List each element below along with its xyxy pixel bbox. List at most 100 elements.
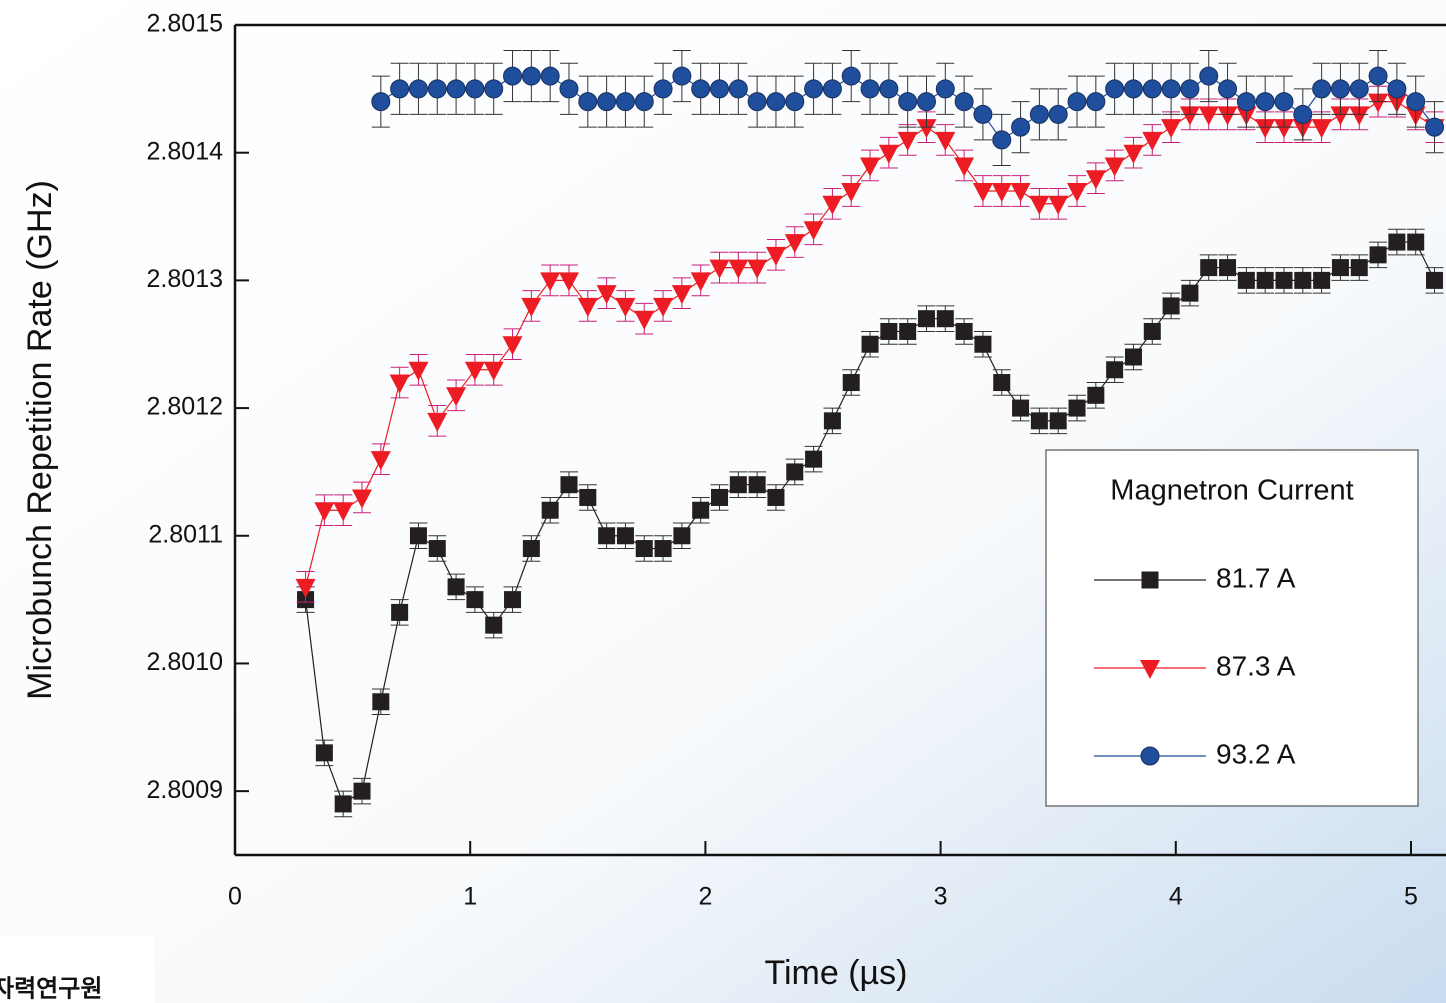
point bbox=[446, 387, 467, 407]
point bbox=[1161, 79, 1181, 99]
point bbox=[1312, 79, 1332, 99]
point bbox=[1142, 79, 1162, 99]
point bbox=[991, 183, 1012, 202]
y-tick-label: 2.8015 bbox=[147, 10, 223, 38]
point bbox=[1199, 66, 1219, 86]
y-tick-label: 2.8013 bbox=[147, 265, 223, 293]
point bbox=[880, 322, 898, 340]
point bbox=[1330, 106, 1351, 126]
series bbox=[296, 228, 1444, 818]
legend: Magnetron Current 81.7 A 87.3 A 93.2 A bbox=[1045, 449, 1419, 807]
point bbox=[560, 476, 578, 494]
point bbox=[765, 246, 786, 266]
point bbox=[1273, 119, 1294, 139]
legend-label: 93.2 A bbox=[1216, 738, 1296, 769]
point bbox=[748, 476, 766, 494]
point bbox=[936, 310, 954, 328]
point bbox=[1067, 183, 1088, 202]
point bbox=[1218, 79, 1238, 99]
point bbox=[1255, 119, 1276, 139]
y-tick-label: 2.8010 bbox=[147, 648, 223, 676]
point bbox=[1369, 246, 1387, 264]
logo-box bbox=[0, 935, 155, 1003]
point bbox=[860, 157, 881, 177]
point bbox=[690, 272, 711, 292]
point bbox=[879, 79, 899, 99]
point bbox=[1330, 79, 1350, 99]
point bbox=[427, 79, 447, 99]
point bbox=[1048, 104, 1068, 124]
point bbox=[1123, 144, 1144, 164]
point bbox=[1406, 92, 1426, 112]
point bbox=[1048, 195, 1069, 215]
point bbox=[784, 234, 805, 254]
legend-marker bbox=[1140, 660, 1160, 679]
series bbox=[295, 85, 1445, 603]
point bbox=[823, 412, 841, 430]
legend-label: 81.7 A bbox=[1216, 562, 1296, 593]
point bbox=[1198, 106, 1219, 126]
point bbox=[841, 66, 861, 86]
point bbox=[916, 119, 937, 139]
legend-box bbox=[1045, 449, 1419, 807]
point bbox=[1255, 92, 1275, 112]
point bbox=[446, 79, 466, 99]
point bbox=[1368, 66, 1388, 86]
point bbox=[917, 310, 935, 328]
point bbox=[803, 221, 824, 241]
legend-item: 93.2 A bbox=[1094, 738, 1296, 769]
point bbox=[314, 502, 335, 522]
point bbox=[1011, 117, 1031, 137]
point bbox=[559, 79, 579, 99]
point bbox=[1237, 271, 1255, 289]
point bbox=[954, 157, 975, 177]
watermark: 자력연구원 bbox=[0, 975, 102, 1002]
legend-marker bbox=[1141, 571, 1159, 589]
point bbox=[541, 501, 559, 519]
point bbox=[767, 488, 785, 506]
point bbox=[747, 259, 768, 279]
point bbox=[842, 374, 860, 392]
point bbox=[1388, 233, 1406, 251]
point bbox=[540, 66, 560, 86]
point bbox=[691, 79, 711, 99]
point bbox=[822, 195, 843, 215]
point bbox=[1294, 271, 1312, 289]
point bbox=[1219, 259, 1237, 277]
point bbox=[1368, 93, 1389, 113]
point bbox=[1085, 170, 1106, 190]
point bbox=[409, 527, 427, 545]
point bbox=[974, 335, 992, 353]
point bbox=[353, 782, 371, 800]
point bbox=[709, 259, 730, 279]
point bbox=[521, 66, 541, 86]
point bbox=[1181, 284, 1199, 302]
point bbox=[484, 79, 504, 99]
point bbox=[728, 79, 748, 99]
point bbox=[1350, 259, 1368, 277]
point bbox=[972, 183, 993, 202]
point bbox=[408, 79, 428, 99]
point bbox=[579, 488, 597, 506]
x-tick-label: 0 bbox=[228, 883, 242, 911]
x-tick-label: 3 bbox=[934, 883, 948, 911]
point bbox=[1179, 106, 1200, 126]
point bbox=[352, 489, 373, 509]
point bbox=[822, 79, 842, 99]
point bbox=[1106, 361, 1124, 379]
point bbox=[899, 322, 917, 340]
point bbox=[390, 79, 410, 99]
point bbox=[370, 451, 391, 471]
point bbox=[1087, 386, 1105, 404]
point bbox=[804, 79, 824, 99]
point bbox=[993, 374, 1011, 392]
point bbox=[653, 79, 673, 99]
point bbox=[711, 488, 729, 506]
point bbox=[558, 272, 579, 292]
point bbox=[1313, 271, 1331, 289]
point bbox=[1161, 119, 1182, 139]
x-tick-label: 4 bbox=[1169, 883, 1183, 911]
point bbox=[333, 502, 354, 522]
point bbox=[465, 79, 485, 99]
point bbox=[408, 361, 429, 381]
